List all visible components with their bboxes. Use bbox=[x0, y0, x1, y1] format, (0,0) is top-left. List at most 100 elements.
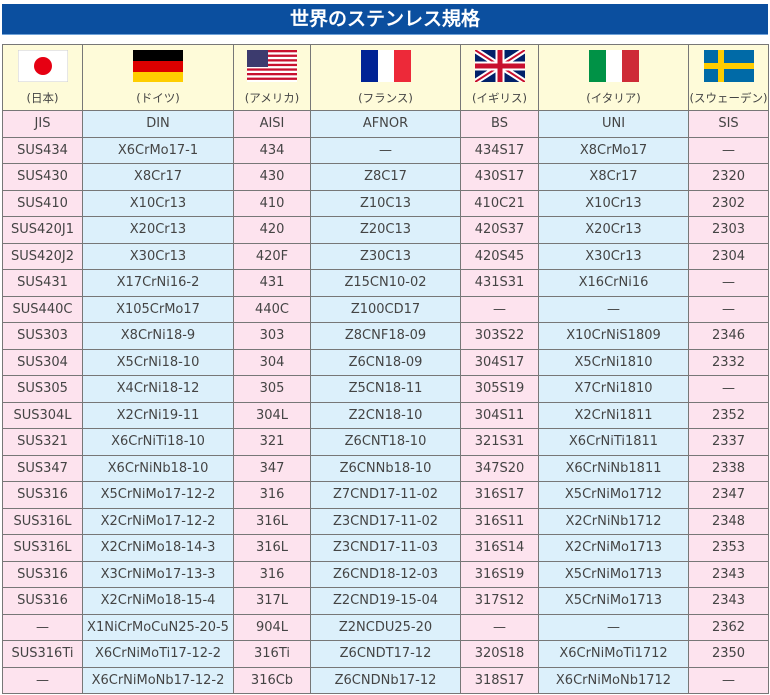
table-cell: 316 bbox=[233, 560, 311, 588]
table-cell: X5CrNiMo17-12-2 bbox=[82, 481, 234, 509]
table-cell: 303 bbox=[233, 322, 311, 350]
table-cell: — bbox=[538, 295, 689, 323]
table-cell: X2CrNiNb1712 bbox=[538, 507, 689, 535]
table-cell: SUS321 bbox=[2, 428, 83, 456]
table-cell: X4CrNi18-12 bbox=[82, 375, 234, 403]
table-cell: X6CrNiNb1811 bbox=[538, 454, 689, 482]
table-cell: Z7CND17-11-02 bbox=[310, 481, 461, 509]
column-header: BS bbox=[460, 110, 539, 138]
table-cell: X6CrNiTi1811 bbox=[538, 428, 689, 456]
table-row: SUS430 X8Cr17 430 Z8C17 430S17 X8Cr17 2320 bbox=[2, 163, 769, 191]
column-header: AISI bbox=[233, 110, 311, 138]
country-row: (日本) (ドイツ) (アメリカ) (フランス) (イギリス) (イタリア) (スウェーデン… bbox=[2, 44, 769, 111]
table-cell: 2347 bbox=[688, 481, 769, 509]
table-row: SUS316 X2CrNiMo18-15-4 317L Z2CND19-15-04 31… bbox=[2, 587, 769, 615]
table-cell: 2332 bbox=[688, 348, 769, 376]
table-row: — X1NiCrMoCuN25-20-5 904L Z2NCDU25-20— —2362 bbox=[2, 613, 769, 641]
table-cell: 420S45 bbox=[460, 242, 539, 270]
table-cell: X8CrNi18-9 bbox=[82, 322, 234, 350]
table-row: SUS305 X4CrNi18-12 305 Z5CN18-11 305S19 X7CrN… bbox=[2, 375, 769, 403]
table-cell: Z6CND18-12-03 bbox=[310, 560, 461, 588]
table-cell: SUS316L bbox=[2, 507, 83, 535]
table-cell: 304S11 bbox=[460, 401, 539, 429]
table-cell: 304L bbox=[233, 401, 311, 429]
table-cell: 317L bbox=[233, 587, 311, 615]
table-cell: X3CrNiMo17-13-3 bbox=[82, 560, 234, 588]
table-cell: Z5CN18-11 bbox=[310, 375, 461, 403]
table-cell: Z15CN10-02 bbox=[310, 269, 461, 297]
table-cell: Z6CNDT17-12 bbox=[310, 640, 461, 668]
table-cell: X8CrMo17 bbox=[538, 136, 689, 164]
table-cell: X10CrNiS1809 bbox=[538, 322, 689, 350]
table-cell: X2CrNiMo17-12-2 bbox=[82, 507, 234, 535]
table-row: SUS304 X5CrNi18-10 304 Z6CN18-09 304S17 X5CrN… bbox=[2, 348, 769, 376]
table-cell: X2CrNi1811 bbox=[538, 401, 689, 429]
table-cell: X5CrNi18-10 bbox=[82, 348, 234, 376]
country-label: (イギリス) bbox=[472, 91, 527, 105]
table-cell: 440C bbox=[233, 295, 311, 323]
table-cell: Z8CNF18-09 bbox=[310, 322, 461, 350]
table-cell: 2362 bbox=[688, 613, 769, 641]
table-row: SUS347 X6CrNiNb18-10 347 Z6CNNb18-10 347S20 X… bbox=[2, 454, 769, 482]
table-row: SUS316L X2CrNiMo17-12-2 316L Z3CND17-11-02 3… bbox=[2, 507, 769, 535]
table-cell: X1NiCrMoCuN25-20-5 bbox=[82, 613, 234, 641]
table-cell: SUS316L bbox=[2, 534, 83, 562]
table-cell: X30Cr13 bbox=[538, 242, 689, 270]
table-cell: 420S37 bbox=[460, 216, 539, 244]
table-cell: — bbox=[460, 295, 539, 323]
standard-header-row: JIS DIN AISI AFNOR BS UNI SIS bbox=[2, 110, 769, 138]
table-cell: 2304 bbox=[688, 242, 769, 270]
table-row: SUS420J1 X20Cr13 420 Z20C13 420S37 X20Cr13 230… bbox=[2, 216, 769, 244]
table-cell: 347S20 bbox=[460, 454, 539, 482]
germany-flag-icon bbox=[133, 50, 183, 82]
table-cell: Z8C17 bbox=[310, 163, 461, 191]
italy-flag-icon bbox=[588, 50, 639, 82]
table-row: SUS321 X6CrNiTi18-10 321 Z6CNT18-10 321S31 X6… bbox=[2, 428, 769, 456]
table-cell: Z2CND19-15-04 bbox=[310, 587, 461, 615]
table-cell: X2CrNiMo18-15-4 bbox=[82, 587, 234, 615]
table-cell: X30Cr13 bbox=[82, 242, 234, 270]
table-cell: X7CrNi1810 bbox=[538, 375, 689, 403]
country-cell: (ドイツ) bbox=[82, 44, 234, 111]
table-cell: X105CrMo17 bbox=[82, 295, 234, 323]
table-cell: X16CrNi16 bbox=[538, 269, 689, 297]
country-label: (アメリカ) bbox=[244, 91, 300, 105]
table-cell: 2353 bbox=[688, 534, 769, 562]
table-cell: — bbox=[2, 613, 83, 641]
table-cell: X20Cr13 bbox=[82, 216, 234, 244]
table-row: SUS304L X2CrNi19-11 304L Z2CN18-10 304S11 X2C… bbox=[2, 401, 769, 429]
table-row: SUS410 X10Cr13 410 Z10C13 410C21 X10Cr13 2302 bbox=[2, 189, 769, 217]
table-cell: 316Ti bbox=[233, 640, 311, 668]
table-cell: 316S14 bbox=[460, 534, 539, 562]
table-cell: 316L bbox=[233, 507, 311, 535]
country-cell: (フランス) bbox=[310, 44, 461, 111]
table-cell: X6CrNiMoTi17-12-2 bbox=[82, 640, 234, 668]
table-cell: SUS304 bbox=[2, 348, 83, 376]
table-cell: 410C21 bbox=[460, 189, 539, 217]
table-cell: SUS347 bbox=[2, 454, 83, 482]
table-row: SUS431 X17CrNi16-2 431 Z15CN10-02 431S31 X16C… bbox=[2, 269, 769, 297]
table-cell: 316S17 bbox=[460, 481, 539, 509]
table-cell: 420 bbox=[233, 216, 311, 244]
table-cell: 434S17 bbox=[460, 136, 539, 164]
stainless-standards-table: (日本) (ドイツ) (アメリカ) (フランス) (イギリス) (イタリア) (スウェーデン… bbox=[2, 44, 769, 694]
table-cell: X10Cr13 bbox=[538, 189, 689, 217]
country-cell: (スウェーデン) bbox=[688, 44, 769, 111]
country-cell: (イギリス) bbox=[460, 44, 539, 111]
table-cell: X6CrMo17-1 bbox=[82, 136, 234, 164]
table-cell: X5CrNiMo1712 bbox=[538, 481, 689, 509]
column-header: JIS bbox=[2, 110, 83, 138]
country-label: (スウェーデン) bbox=[689, 91, 768, 105]
table-cell: 317S12 bbox=[460, 587, 539, 615]
table-cell: 431S31 bbox=[460, 269, 539, 297]
table-cell: 321S31 bbox=[460, 428, 539, 456]
table-cell: SUS420J1 bbox=[2, 216, 83, 244]
table-cell: X17CrNi16-2 bbox=[82, 269, 234, 297]
table-cell: 2302 bbox=[688, 189, 769, 217]
table-cell: 304 bbox=[233, 348, 311, 376]
table-row: SUS316L X2CrNiMo18-14-3 316L Z3CND17-11-03 3… bbox=[2, 534, 769, 562]
table-cell: Z10C13 bbox=[310, 189, 461, 217]
table-cell: Z100CD17 bbox=[310, 295, 461, 323]
table-cell: 2320 bbox=[688, 163, 769, 191]
table-cell: SUS430 bbox=[2, 163, 83, 191]
